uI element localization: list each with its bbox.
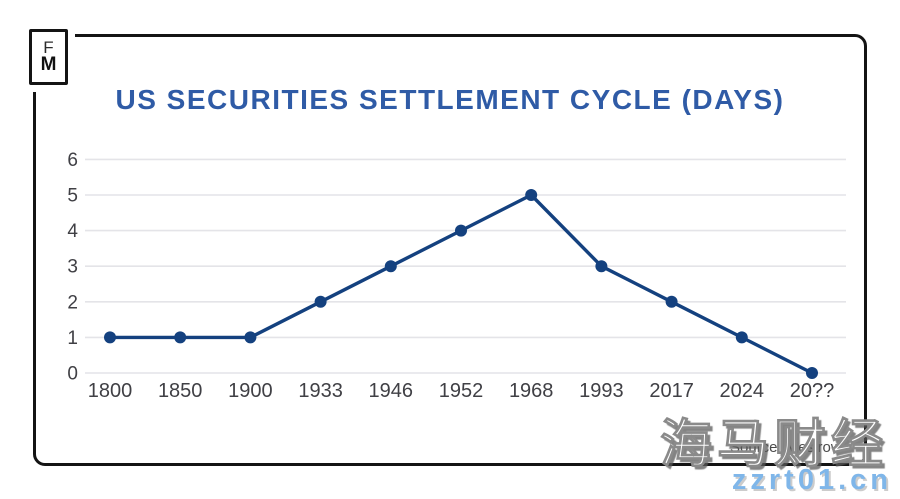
x-tick-label: 2017 — [649, 380, 694, 402]
y-tick-label: 5 — [67, 186, 78, 207]
y-tick-label: 3 — [67, 257, 78, 278]
y-tick-label: 6 — [67, 150, 78, 171]
x-tick-label: 1946 — [369, 380, 414, 402]
data-point-marker — [455, 224, 467, 237]
y-tick-label: 1 — [67, 328, 78, 349]
x-tick-label: 1800 — [88, 380, 133, 402]
data-point-marker — [104, 331, 116, 344]
fm-logo-letter-f: F — [43, 37, 54, 57]
data-point-marker — [314, 295, 327, 308]
source-note: Source: Mesirow — [730, 439, 842, 456]
data-point-marker — [665, 295, 678, 308]
x-tick-label: 1952 — [439, 380, 484, 402]
series-line — [108, 193, 814, 375]
data-point-marker — [244, 331, 257, 344]
x-tick-label: 1993 — [579, 380, 624, 402]
data-point-marker — [525, 189, 538, 201]
watermark-site: zzrt01.cn — [731, 464, 892, 496]
fm-logo: F M — [29, 29, 68, 85]
y-tick-label: 2 — [67, 292, 78, 313]
data-point-marker — [595, 260, 608, 273]
x-tick-label: 1850 — [158, 380, 203, 402]
x-tick-label: 1968 — [509, 380, 554, 402]
data-point-marker — [384, 260, 397, 273]
x-tick-label: 20?? — [790, 380, 835, 402]
x-tick-label: 2024 — [720, 380, 765, 402]
chart-title: US SECURITIES SETTLEMENT CYCLE (DAYS) — [115, 84, 785, 115]
y-tick-label: 0 — [67, 364, 78, 385]
data-point-marker — [735, 331, 748, 344]
data-point-marker — [174, 331, 187, 344]
border-frame — [33, 34, 867, 466]
fm-logo-letter-m: M — [40, 54, 57, 76]
data-point-marker — [806, 367, 818, 379]
y-tick-label: 4 — [67, 221, 78, 242]
watermark-cjk: 海马财经 — [659, 416, 888, 475]
x-tick-label: 1900 — [228, 380, 273, 402]
x-tick-label: 1933 — [298, 380, 343, 402]
